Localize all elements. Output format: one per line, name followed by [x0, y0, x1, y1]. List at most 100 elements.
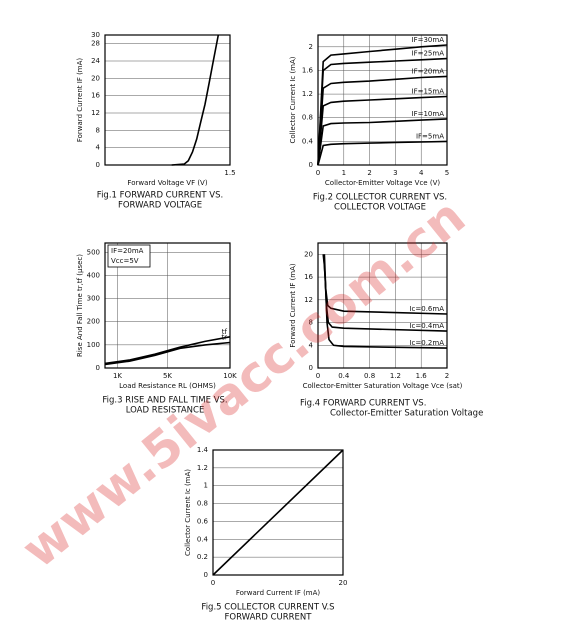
x-tick-label: 0: [211, 579, 215, 587]
y-axis-label: Collector Current Ic (mA): [184, 469, 192, 556]
x-tick-label: 0.8: [364, 372, 375, 380]
plot-frame: [212, 449, 344, 576]
y-tick-label: 500: [87, 248, 100, 256]
figure-caption: Fig.2 COLLECTOR CURRENT VS.: [313, 193, 447, 203]
y-tick-label: 0: [96, 364, 100, 372]
figure-caption: Fig.5 COLLECTOR CURRENT V.S: [201, 603, 334, 613]
x-tick-label: 2: [445, 372, 449, 380]
series-label: Ic=0.6mA: [409, 305, 444, 313]
figure-caption: COLLECTOR VOLTAGE: [334, 203, 426, 213]
series-line: [104, 336, 231, 365]
x-axis-label: Forward Current IF (mA): [236, 589, 321, 597]
y-tick-label: 20: [91, 74, 100, 82]
series-line: [317, 95, 448, 166]
annotation: IF=20mA: [111, 247, 144, 255]
y-tick-label: 1.4: [197, 446, 209, 454]
series-line: [104, 341, 231, 366]
y-tick-label: 200: [87, 318, 100, 326]
y-tick-label: 8: [96, 126, 100, 134]
annotation: Vcc=5V: [111, 257, 139, 265]
x-axis-label: Load Resistance RL (OHMS): [119, 382, 216, 390]
y-tick-label: 0.2: [197, 553, 208, 561]
x-axis-label: Collector-Emitter Voltage Vce (V): [325, 179, 440, 187]
x-tick-label: 10K: [223, 372, 237, 380]
series-label: IF=5mA: [416, 132, 444, 140]
figure-caption: LOAD RESISTANCE: [126, 406, 205, 416]
x-tick-label: 0: [316, 372, 320, 380]
y-axis-label: Rise And Fall Time tr,tf (μsec): [76, 254, 84, 357]
y-tick-label: 0.6: [197, 517, 209, 525]
x-tick-label: 20: [339, 579, 348, 587]
series-line: [323, 254, 448, 349]
x-tick-label: 0.4: [338, 372, 350, 380]
figure-caption: Fig.3 RISE AND FALL TIME VS.: [102, 396, 227, 406]
y-tick-label: 4: [96, 144, 101, 152]
y-tick-label: 28: [91, 40, 100, 48]
x-axis-label: Collector-Emitter Saturation Voltage Vce…: [303, 382, 463, 390]
y-tick-label: 0.4: [197, 535, 209, 543]
series-line: [317, 75, 448, 166]
x-tick-label: 0: [316, 169, 320, 177]
plot-frame: [317, 242, 448, 369]
figure-caption: FORWARD CURRENT: [225, 613, 313, 623]
y-axis-label: Forward Current IF (mA): [289, 263, 297, 348]
annotation-box: [107, 244, 151, 268]
x-tick-label: 3: [393, 169, 397, 177]
y-tick-label: 16: [91, 92, 100, 100]
x-tick-label: 1.5: [224, 169, 235, 177]
series-label: IF=30mA: [412, 36, 445, 44]
y-tick-label: 100: [87, 341, 100, 349]
x-tick-label: 1.2: [390, 372, 401, 380]
series-label: IF=25mA: [412, 50, 445, 58]
x-tick-label: 1.6: [416, 372, 428, 380]
y-tick-label: 12: [304, 296, 313, 304]
series-label: Ic=0.2mA: [409, 339, 444, 347]
series-line: [317, 44, 448, 166]
y-tick-label: 4: [309, 341, 314, 349]
x-tick-label: 1: [342, 169, 346, 177]
y-tick-label: 1.2: [302, 90, 313, 98]
y-tick-label: 1.6: [302, 66, 314, 74]
y-axis-label: Collector Current Ic (mA): [289, 56, 297, 143]
y-tick-label: 300: [87, 295, 100, 303]
series-label: Ic=0.4mA: [409, 322, 444, 330]
x-tick-label: 4: [419, 169, 424, 177]
plot-frame: [104, 242, 231, 369]
figure-caption: Fig.4 FORWARD CURRENT VS.: [300, 399, 426, 409]
x-tick-label: 2: [367, 169, 371, 177]
figure-caption: Collector-Emitter Saturation Voltage: [330, 409, 483, 419]
y-tick-label: 0.4: [302, 137, 314, 145]
series-label: tf: [222, 328, 228, 336]
y-tick-label: 0.8: [197, 500, 208, 508]
series-line: [317, 118, 448, 166]
y-tick-label: 12: [91, 109, 100, 117]
plot-frame: [317, 34, 448, 166]
series-line: [171, 34, 220, 166]
y-tick-label: 0: [309, 161, 313, 169]
x-tick-label: 5K: [163, 372, 172, 380]
series-line: [317, 140, 448, 166]
figure-caption: Fig.1 FORWARD CURRENT VS.: [97, 191, 223, 201]
y-tick-label: 20: [304, 250, 313, 258]
y-tick-label: 30: [91, 31, 100, 39]
y-axis-label: Forward Current IF (mA): [76, 58, 84, 143]
y-tick-label: 0: [96, 161, 100, 169]
x-tick-label: 1K: [113, 372, 122, 380]
series-label: IF=15mA: [412, 87, 445, 95]
y-tick-label: 0: [204, 571, 208, 579]
y-tick-label: 400: [87, 271, 100, 279]
y-tick-label: 8: [309, 319, 313, 327]
series-label: tr: [221, 334, 227, 342]
x-tick-label: 5: [445, 169, 449, 177]
x-axis-label: Forward Voltage VF (V): [127, 179, 207, 187]
plot-frame: [104, 34, 231, 166]
y-tick-label: 16: [304, 273, 313, 281]
figure-caption: FORWARD VOLTAGE: [118, 201, 202, 211]
y-tick-label: 0.8: [302, 114, 313, 122]
y-tick-label: 2: [309, 43, 313, 51]
series-label: IF=10mA: [412, 110, 445, 118]
y-tick-label: 1.2: [197, 464, 208, 472]
y-tick-label: 1: [204, 482, 208, 490]
series-line: [317, 57, 448, 166]
